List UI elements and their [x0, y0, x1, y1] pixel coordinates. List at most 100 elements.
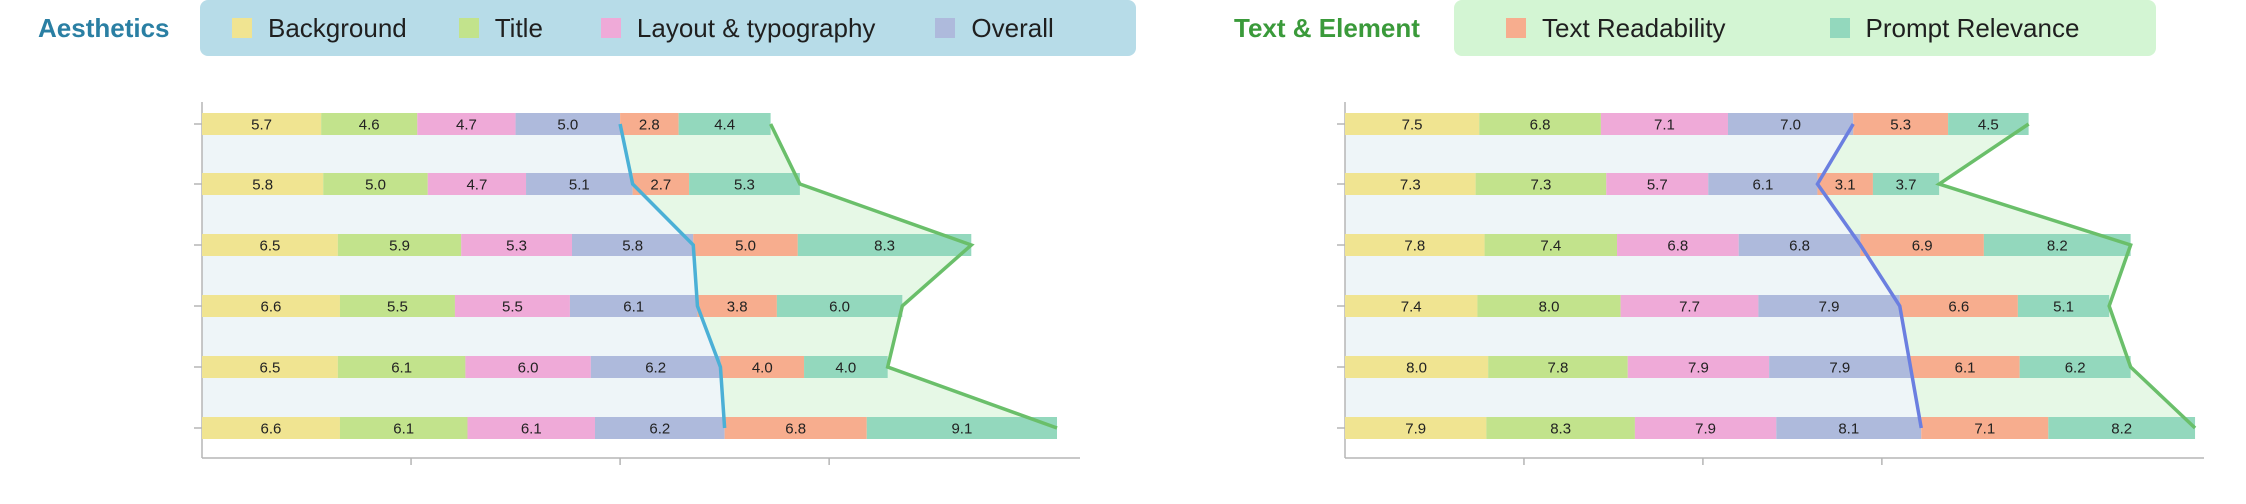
bar-segment — [866, 417, 1058, 439]
bar-segment — [1899, 295, 2018, 317]
bar-segment — [1345, 295, 1478, 317]
legend-label-layout: Layout & typography — [636, 12, 876, 43]
bar-segment — [202, 356, 338, 378]
bar-segment — [1948, 113, 2029, 135]
legend-text-element: Text Readability Prompt Relevance — [1454, 0, 2156, 56]
legend-item-prompt-relevance: Prompt Relevance — [1829, 12, 2080, 44]
legend-item-layout: Layout & typography — [600, 12, 876, 44]
bar-segment — [1776, 417, 1922, 439]
bar-value-label: 7.1 — [1974, 421, 1995, 438]
legend-swatch-layout — [600, 18, 621, 38]
bar-value-label: 5.0 — [557, 117, 578, 134]
bar-value-label: 5.0 — [365, 177, 386, 194]
bar-value-label: 7.5 — [1402, 117, 1423, 134]
bar-value-label: 6.1 — [521, 421, 542, 438]
legend-swatch-background — [232, 18, 252, 38]
bar-segment — [1477, 295, 1621, 317]
bar-value-label: 8.1 — [1838, 421, 1859, 438]
bar-value-label: 4.5 — [1978, 117, 1999, 134]
bar-segment — [323, 173, 428, 195]
envelope-line — [1935, 122, 2197, 430]
bar-value-label: 6.0 — [829, 299, 850, 316]
bar-segment — [427, 173, 527, 195]
legend-swatch-prompt-relevance — [1829, 18, 1850, 38]
bar-segment — [202, 173, 324, 195]
bar-segment — [1620, 295, 1759, 317]
bar-value-label: 2.8 — [639, 117, 660, 134]
bar-segment — [2017, 295, 2110, 317]
bar-segment — [1853, 113, 1949, 135]
legend-title-text-element: Text & Element — [1234, 13, 1420, 43]
bar-segment — [1617, 234, 1739, 256]
bar-value-label: 4.0 — [752, 360, 773, 377]
bar-value-label: 7.7 — [1679, 299, 1700, 316]
legend-label-prompt-relevance: Prompt Relevance — [1865, 12, 2080, 43]
bar-value-label: 8.3 — [1550, 421, 1571, 438]
bar-value-label: 8.2 — [2047, 238, 2068, 255]
bar-value-label: 6.9 — [1912, 238, 1933, 255]
bar-segment — [1708, 173, 1818, 195]
bar-segment — [202, 295, 340, 317]
bar-segment — [1345, 234, 1485, 256]
bar-value-label: 7.4 — [1401, 299, 1422, 316]
bar-value-label: 7.0 — [1780, 117, 1801, 134]
bar-value-label: 7.3 — [1531, 177, 1552, 194]
bar-segment — [1983, 234, 2131, 256]
bar-value-label: 7.9 — [1819, 299, 1840, 316]
bar-segment — [1627, 356, 1770, 378]
bar-segment — [1769, 356, 1911, 378]
legend-label-text-readability: Text Readability — [1542, 12, 1726, 43]
bar-value-label: 7.9 — [1829, 360, 1850, 377]
legend-item-text-readability: Text Readability — [1506, 13, 1726, 44]
bar-segment — [202, 417, 340, 439]
bar-value-label: 5.8 — [622, 238, 643, 255]
bar-value-label: 5.3 — [1890, 117, 1911, 134]
bar-value-label: 4.4 — [714, 117, 735, 134]
bar-value-label: 6.8 — [1530, 117, 1551, 134]
bar-segment — [678, 113, 771, 135]
bar-value-label: 6.2 — [2065, 360, 2086, 377]
bar-segment — [1479, 113, 1601, 135]
bar-segment — [697, 295, 777, 317]
bar-value-label: 7.8 — [1404, 238, 1425, 255]
legend-label-title: Title — [494, 12, 543, 43]
bar-segment — [689, 173, 800, 195]
bar-segment — [1860, 234, 1984, 256]
bar-value-label: 4.7 — [456, 117, 477, 134]
bar-segment — [1600, 113, 1728, 135]
bar-value-label: 5.7 — [1647, 177, 1668, 194]
bar-value-label: 6.1 — [391, 360, 412, 377]
bar-segment — [1475, 173, 1607, 195]
bar-segment — [1738, 234, 1861, 256]
bar-value-label: 5.5 — [502, 299, 523, 316]
bar-value-label: 5.3 — [506, 238, 527, 255]
bar-value-label: 6.1 — [1752, 177, 1773, 194]
bar-value-label: 6.1 — [623, 299, 644, 316]
bar-segment — [467, 417, 596, 439]
bar-segment — [569, 295, 698, 317]
bar-segment — [1345, 356, 1489, 378]
bar-segment — [337, 234, 462, 256]
bar-value-label: 6.2 — [645, 360, 666, 377]
bar-value-label: 7.3 — [1400, 177, 1421, 194]
bar-segment — [1921, 417, 2049, 439]
bar-segment — [1345, 173, 1476, 195]
bar-value-label: 6.0 — [518, 360, 539, 377]
legend-item-background: Background — [232, 13, 407, 44]
bar-value-label: 7.9 — [1405, 421, 1426, 438]
legend-aesthetics: Background Title Layout & typography Ove… — [200, 0, 1136, 56]
bar-value-label: 8.3 — [874, 238, 895, 255]
bar-value-label: 6.6 — [261, 421, 282, 438]
bar-segment — [720, 356, 805, 378]
bar-value-label: 6.2 — [649, 421, 670, 438]
divider-line — [1815, 123, 1923, 429]
bar-value-label: 3.1 — [1835, 177, 1856, 194]
bar-value-label: 7.1 — [1654, 117, 1675, 134]
bar-value-label: 5.8 — [252, 177, 273, 194]
bar-value-label: 8.0 — [1406, 360, 1427, 377]
bar-segment — [1758, 295, 1900, 317]
bar-value-label: 5.9 — [389, 238, 410, 255]
legend-item-overall: Overall — [935, 13, 1054, 44]
bar-value-label: 4.6 — [359, 117, 380, 134]
bar-segment — [1872, 173, 1940, 195]
